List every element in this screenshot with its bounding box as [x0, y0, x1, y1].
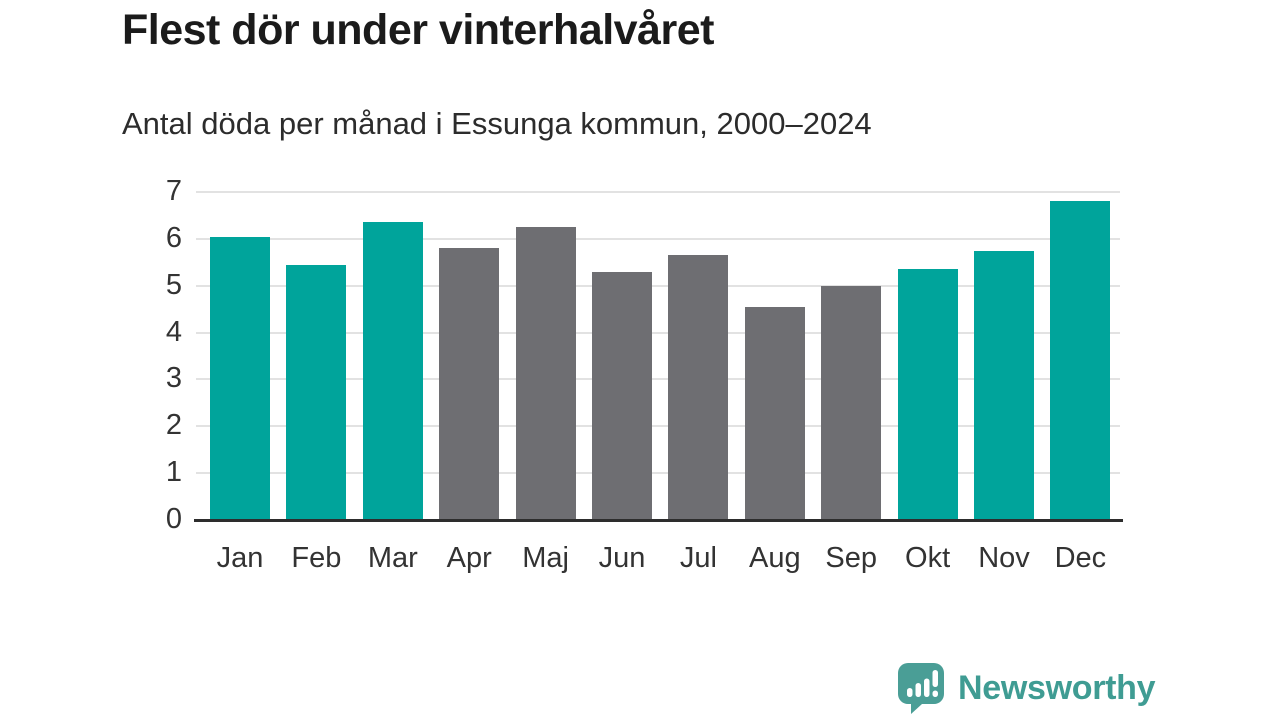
x-axis-label-jul: Jul	[679, 542, 717, 574]
x-axis-label-dec: Dec	[1054, 542, 1107, 574]
bar-feb	[286, 264, 347, 520]
bar-maj	[515, 227, 576, 520]
bar-mar	[362, 222, 423, 520]
x-axis-label-maj: Maj	[522, 542, 569, 574]
bar-dec	[1050, 201, 1111, 520]
bar-jan	[210, 236, 270, 520]
gridline-y2	[196, 425, 1120, 428]
x-axis-label-jun: Jun	[598, 542, 646, 574]
newsworthy-logo: Newsworthy	[897, 662, 1156, 715]
bar-aug	[744, 306, 805, 520]
chart-subtitle: Antal döda per månad i Essunga kommun, 2…	[122, 106, 872, 141]
bar-jul	[668, 255, 729, 520]
gridline-y4	[196, 331, 1120, 334]
y-axis-tick-0: 0	[165, 502, 182, 535]
y-axis-tick-1: 1	[165, 456, 182, 489]
x-axis-label-mar: Mar	[367, 542, 418, 574]
y-axis-tick-2: 2	[165, 409, 182, 442]
y-axis: 0 1 2 3 4 5 6 7	[120, 176, 182, 533]
x-axis-label-apr: Apr	[446, 542, 492, 574]
bar-sep	[821, 285, 882, 520]
chart-title: Flest dör under vinterhalvåret	[122, 6, 714, 54]
x-axis-label-jan: Jan	[216, 542, 264, 574]
gridline-y1	[196, 472, 1120, 475]
y-axis-tick-3: 3	[165, 362, 182, 395]
bar-okt	[897, 269, 958, 520]
gridline-y6	[196, 237, 1120, 240]
gridline-y3	[196, 378, 1120, 381]
bar-chart-speech-bubble-icon	[898, 663, 944, 714]
y-axis-tick-6: 6	[165, 221, 182, 254]
bar-apr	[439, 248, 500, 520]
x-axis-label-sep: Sep	[825, 542, 877, 574]
x-axis-label-nov: Nov	[978, 542, 1030, 574]
newsworthy-logo-text: Newsworthy	[958, 669, 1156, 707]
y-axis-tick-5: 5	[165, 268, 182, 301]
y-axis-tick-7: 7	[165, 174, 182, 207]
gridline-y5	[196, 284, 1120, 287]
gridline-y7	[196, 191, 1120, 193]
bar-chart-plot: Jan Feb Mar Apr Maj Jun Jul Aug Sep Okt Nov Dec	[194, 191, 1123, 574]
x-axis-baseline	[194, 519, 1123, 522]
bar-nov	[974, 250, 1034, 520]
bar-jun	[592, 271, 652, 520]
y-axis-tick-4: 4	[165, 315, 182, 348]
x-axis-label-feb: Feb	[291, 542, 342, 574]
x-axis-label-okt: Okt	[905, 542, 951, 574]
x-axis-label-aug: Aug	[748, 542, 801, 574]
